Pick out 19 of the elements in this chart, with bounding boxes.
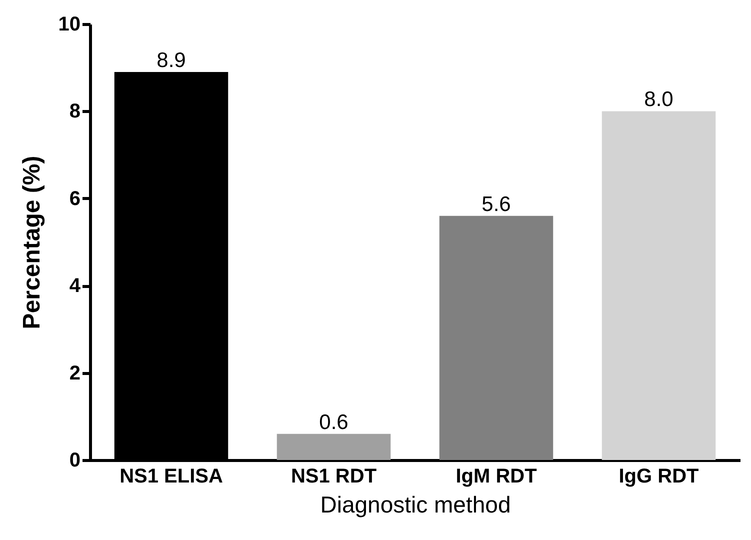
y-tick-label: 10 bbox=[58, 14, 80, 36]
x-tick-label: IgM RDT bbox=[456, 466, 537, 488]
data-label: 8.0 bbox=[644, 88, 674, 112]
y-axis-title: Percentage (%) bbox=[18, 156, 46, 330]
y-tick-label: 4 bbox=[69, 275, 82, 298]
y-tick-label: 8 bbox=[69, 100, 80, 123]
bar bbox=[602, 111, 716, 460]
x-tick-label: NS1 ELISA bbox=[120, 466, 223, 488]
y-tick-label: 2 bbox=[69, 362, 80, 384]
bar bbox=[439, 216, 554, 460]
x-tick-label: NS1 RDT bbox=[290, 466, 377, 488]
data-label: 5.6 bbox=[482, 192, 511, 216]
x-axis-title: Diagnostic method bbox=[320, 492, 511, 518]
data-label: 8.9 bbox=[156, 48, 186, 72]
y-tick-label: 0 bbox=[69, 450, 80, 472]
y-tick-label: 6 bbox=[69, 188, 80, 210]
bar bbox=[276, 434, 391, 460]
x-tick-label: IgG RDT bbox=[618, 466, 699, 488]
data-label: 0.6 bbox=[319, 410, 348, 434]
